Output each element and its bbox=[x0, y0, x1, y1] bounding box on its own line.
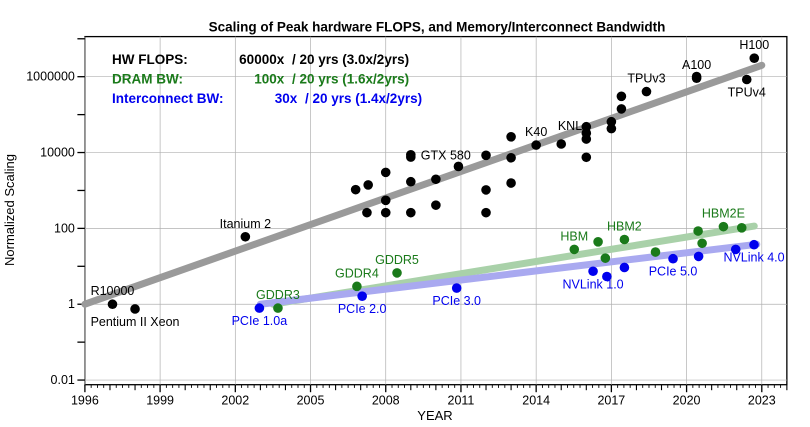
svg-text:2005: 2005 bbox=[297, 394, 325, 408]
svg-text:PCIe 2.0: PCIe 2.0 bbox=[338, 302, 387, 316]
svg-text:GTX 580: GTX 580 bbox=[421, 148, 471, 162]
svg-text:1000000: 1000000 bbox=[26, 70, 75, 84]
svg-text:1: 1 bbox=[68, 297, 75, 311]
svg-text:Scaling of Peak hardware FLOPS: Scaling of Peak hardware FLOPS, and Memo… bbox=[209, 20, 666, 35]
svg-text:2008: 2008 bbox=[372, 394, 400, 408]
svg-text:Normalized Scaling: Normalized Scaling bbox=[2, 154, 17, 266]
svg-text:HBM2: HBM2 bbox=[607, 219, 642, 233]
svg-text:PCIe 5.0: PCIe 5.0 bbox=[649, 265, 698, 279]
svg-text:GDDR5: GDDR5 bbox=[375, 253, 419, 267]
svg-text:1996: 1996 bbox=[71, 394, 99, 408]
svg-text:GDDR3: GDDR3 bbox=[256, 288, 300, 302]
svg-text:A100: A100 bbox=[682, 58, 711, 72]
svg-text:HBM: HBM bbox=[560, 229, 588, 243]
svg-text:1999: 1999 bbox=[146, 394, 174, 408]
svg-text:2017: 2017 bbox=[597, 394, 625, 408]
svg-text:NVLink 1.0: NVLink 1.0 bbox=[562, 277, 623, 291]
svg-text:2011: 2011 bbox=[448, 394, 475, 408]
svg-text:KNL: KNL bbox=[558, 119, 582, 133]
svg-text:0.01: 0.01 bbox=[51, 373, 75, 387]
svg-text:2020: 2020 bbox=[673, 394, 701, 408]
svg-text:PCIe 1.0a: PCIe 1.0a bbox=[232, 314, 288, 328]
svg-text:TPUv4: TPUv4 bbox=[728, 86, 766, 100]
svg-text:H100: H100 bbox=[739, 38, 769, 52]
svg-text:2023: 2023 bbox=[748, 394, 776, 408]
svg-text:TPUv3: TPUv3 bbox=[627, 72, 665, 86]
svg-text:K40: K40 bbox=[525, 125, 547, 139]
svg-text:HW FLOPS: 60000x / 20: HW FLOPS: 60000x / 20 yrs (3.0x/2yrs) bbox=[112, 52, 409, 67]
svg-text:10000: 10000 bbox=[40, 146, 75, 160]
svg-text:2014: 2014 bbox=[522, 394, 550, 408]
svg-text:2002: 2002 bbox=[221, 394, 249, 408]
svg-text:YEAR: YEAR bbox=[417, 408, 452, 423]
svg-text:GDDR4: GDDR4 bbox=[335, 266, 379, 280]
svg-text:Pentium II Xeon: Pentium II Xeon bbox=[91, 315, 180, 329]
svg-text:DRAM BW: 100x / 20 yrs: DRAM BW: 100x / 20 yrs (1.6x/2yrs) bbox=[112, 72, 409, 87]
svg-text:PCIe 3.0: PCIe 3.0 bbox=[432, 294, 481, 308]
svg-text:Itanium 2: Itanium 2 bbox=[220, 217, 271, 231]
svg-text:NVLink 4.0: NVLink 4.0 bbox=[723, 251, 784, 265]
svg-text:Interconnect BW: 30x /: Interconnect BW: 30x / 20 yrs (1.4x/2yrs… bbox=[112, 91, 422, 106]
svg-text:R10000: R10000 bbox=[91, 284, 135, 298]
svg-text:100: 100 bbox=[54, 221, 75, 235]
svg-text:HBM2E: HBM2E bbox=[702, 207, 745, 221]
